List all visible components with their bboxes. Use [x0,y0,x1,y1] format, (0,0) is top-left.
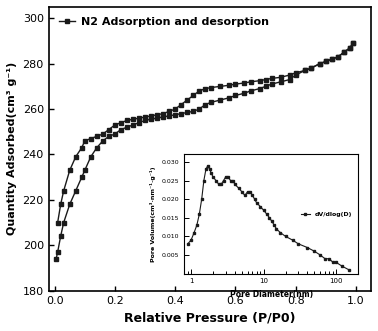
N2 Adsorption and desorption [149,117,153,121]
N2 Adsorption and desorption [56,250,60,254]
N2 Adsorption and desorption [113,132,117,136]
N2 Adsorption and desorption [278,80,283,84]
N2 Adsorption and desorption [167,114,171,118]
N2 Adsorption and desorption [79,175,84,179]
N2 Adsorption and desorption [107,134,111,138]
N2 Adsorption and desorption [318,62,322,66]
N2 Adsorption and desorption [302,69,307,72]
N2 Adsorption and desorption [263,84,268,88]
N2 Adsorption and desorption [308,66,313,70]
N2 Adsorption and desorption [94,146,99,150]
N2 Adsorption and desorption [73,189,78,193]
N2 Adsorption and desorption [61,220,66,224]
N2 Adsorption and desorption [203,103,208,107]
N2 Adsorption and desorption [348,46,352,50]
Y-axis label: Quantity Adsorbed(cm³ g⁻¹): Quantity Adsorbed(cm³ g⁻¹) [7,62,17,235]
N2 Adsorption and desorption [287,77,292,81]
N2 Adsorption and desorption [197,107,201,111]
N2 Adsorption and desorption [58,234,63,238]
N2 Adsorption and desorption [185,111,189,115]
N2 Adsorption and desorption [82,168,87,172]
N2 Adsorption and desorption [330,57,334,61]
N2 Adsorption and desorption [161,115,166,119]
N2 Adsorption and desorption [131,123,135,127]
Line: N2 Adsorption and desorption: N2 Adsorption and desorption [54,41,355,261]
N2 Adsorption and desorption [125,125,129,129]
N2 Adsorption and desorption [101,139,105,143]
N2 Adsorption and desorption [191,109,195,113]
N2 Adsorption and desorption [248,89,253,93]
N2 Adsorption and desorption [88,155,93,159]
N2 Adsorption and desorption [173,113,177,117]
N2 Adsorption and desorption [257,87,262,91]
N2 Adsorption and desorption [270,82,274,86]
N2 Adsorption and desorption [351,41,355,45]
N2 Adsorption and desorption [336,55,340,59]
N2 Adsorption and desorption [155,116,160,120]
N2 Adsorption and desorption [119,127,123,131]
N2 Adsorption and desorption [242,91,247,95]
N2 Adsorption and desorption [324,60,328,64]
N2 Adsorption and desorption [179,112,183,116]
N2 Adsorption and desorption [143,118,147,122]
N2 Adsorption and desorption [218,98,223,102]
N2 Adsorption and desorption [342,50,346,54]
N2 Adsorption and desorption [233,93,238,97]
N2 Adsorption and desorption [293,73,298,77]
N2 Adsorption and desorption [209,100,214,104]
Legend: N2 Adsorption and desorption: N2 Adsorption and desorption [54,13,273,31]
N2 Adsorption and desorption [227,96,232,100]
N2 Adsorption and desorption [54,257,59,261]
X-axis label: Relative Pressure (P/P0): Relative Pressure (P/P0) [124,311,296,324]
N2 Adsorption and desorption [137,121,141,125]
N2 Adsorption and desorption [67,203,72,207]
